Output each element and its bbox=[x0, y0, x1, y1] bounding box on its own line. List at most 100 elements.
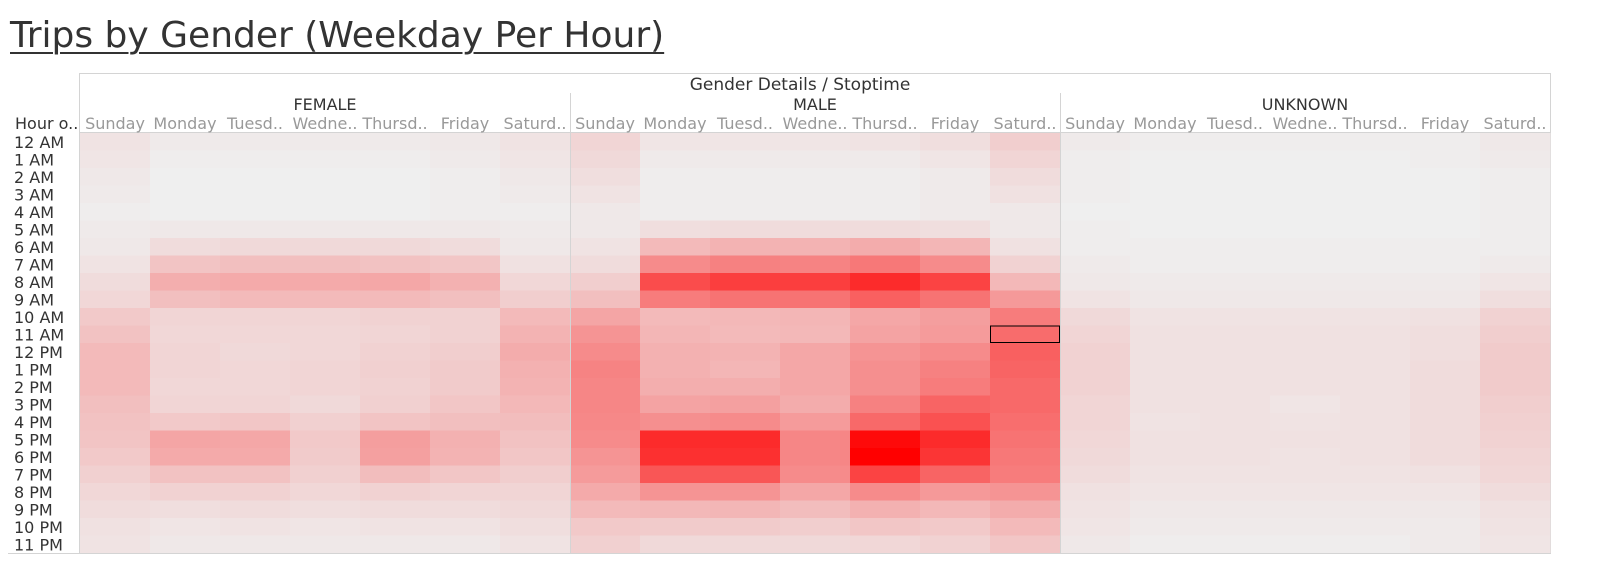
heatmap-cell-unknown-friday-2-am bbox=[1410, 168, 1481, 186]
hour-label-1-pm: 1 PM bbox=[14, 360, 53, 379]
heatmap-cell-unknown-friday-6-pm bbox=[1410, 448, 1481, 466]
heatmap-cell-male-thursd-10-am bbox=[850, 308, 921, 326]
hour-label-10-pm: 10 PM bbox=[14, 518, 63, 537]
heatmap-cell-male-tuesd-4-pm bbox=[710, 413, 781, 431]
heatmap-cell-unknown-wedne-6-pm bbox=[1270, 448, 1341, 466]
heatmap-cell-female-wedne-4-pm bbox=[290, 413, 361, 431]
hour-label-12-am: 12 AM bbox=[14, 133, 64, 152]
heatmap-cell-male-sunday-10-pm bbox=[570, 518, 641, 536]
heatmap-cell-male-tuesd-10-pm bbox=[710, 518, 781, 536]
heatmap-cell-female-monday-12-pm bbox=[150, 343, 221, 361]
heatmap-cell-unknown-thursd-9-pm bbox=[1340, 500, 1411, 519]
heatmap-cell-female-monday-5-am bbox=[150, 220, 221, 239]
day-label-unknown-friday: Friday bbox=[1421, 114, 1470, 133]
heatmap-cell-unknown-thursd-1-pm bbox=[1340, 360, 1411, 379]
heatmap-cell-female-tuesd-10-am bbox=[220, 308, 291, 326]
heatmap-cell-unknown-thursd-9-am bbox=[1340, 290, 1411, 309]
heatmap-cell-female-saturd-1-pm bbox=[500, 360, 571, 379]
heatmap-cell-female-wedne-5-pm bbox=[290, 430, 361, 449]
heatmap-cell-male-sunday-4-am bbox=[570, 203, 641, 221]
heatmap-cell-female-thursd-5-pm bbox=[360, 430, 431, 449]
heatmap-cell-unknown-tuesd-6-am bbox=[1200, 238, 1271, 256]
heatmap-cell-unknown-wedne-2-am bbox=[1270, 168, 1341, 186]
day-label-unknown-monday: Monday bbox=[1133, 114, 1196, 133]
heatmap-gridlines bbox=[8, 93, 1551, 554]
heatmap-cell-unknown-wedne-9-am bbox=[1270, 290, 1341, 309]
heatmap-cell-male-wedne-12-pm bbox=[780, 343, 851, 361]
heatmap-cell-male-friday-8-am bbox=[920, 273, 991, 291]
heatmap-cell-male-thursd-6-am bbox=[850, 238, 921, 256]
heatmap-cell-unknown-saturd-10-am bbox=[1480, 308, 1551, 326]
heatmap-cell-female-sunday-1-am bbox=[80, 150, 151, 169]
day-label-female-friday: Friday bbox=[441, 114, 490, 133]
heatmap-cell-male-sunday-8-am bbox=[570, 273, 641, 291]
heatmap-cell-male-thursd-2-am bbox=[850, 168, 921, 186]
heatmap-cell-unknown-friday-10-pm bbox=[1410, 518, 1481, 536]
heatmap-cell-male-friday-2-am bbox=[920, 168, 991, 186]
heatmap-cell-unknown-tuesd-8-pm bbox=[1200, 483, 1271, 501]
heatmap-cell-male-friday-7-am bbox=[920, 255, 991, 274]
hour-label-8-pm: 8 PM bbox=[14, 483, 53, 502]
heatmap-cell-female-thursd-1-am bbox=[360, 150, 431, 169]
heatmap-cell-male-monday-5-am bbox=[640, 220, 711, 239]
column-header: Gender Details / Stoptime bbox=[690, 75, 911, 95]
heatmap-cell-unknown-sunday-4-pm bbox=[1060, 413, 1131, 431]
hour-label-5-pm: 5 PM bbox=[14, 430, 53, 449]
heatmap-cell-unknown-tuesd-9-pm bbox=[1200, 500, 1271, 519]
heatmap-cell-male-saturd-2-am bbox=[990, 168, 1061, 186]
heatmap-cell-unknown-thursd-8-am bbox=[1340, 273, 1411, 291]
heatmap-cell-female-thursd-6-pm bbox=[360, 448, 431, 466]
heatmap-cell-unknown-wedne-7-am bbox=[1270, 255, 1341, 274]
heatmap-cell-unknown-monday-3-am bbox=[1130, 185, 1201, 204]
heatmap-cell-female-friday-5-pm bbox=[430, 430, 501, 449]
heatmap-cell-unknown-sunday-7-pm bbox=[1060, 465, 1131, 484]
day-label-male-friday: Friday bbox=[931, 114, 980, 133]
heatmap-cell-female-friday-1-pm bbox=[430, 360, 501, 379]
heatmap-cell-male-thursd-4-pm bbox=[850, 413, 921, 431]
heatmap-cell-male-thursd-5-pm bbox=[850, 430, 921, 449]
heatmap-cell-male-wedne-8-am bbox=[780, 273, 851, 291]
heatmap-cell-unknown-friday-7-am bbox=[1410, 255, 1481, 274]
day-label-female-monday: Monday bbox=[153, 114, 216, 133]
heatmap-cell-male-monday-11-am bbox=[640, 325, 711, 344]
heatmap-cell-female-sunday-6-pm bbox=[80, 448, 151, 466]
heatmap-cell-male-wedne-4-pm bbox=[780, 413, 851, 431]
heatmap-cell-female-wedne-8-am bbox=[290, 273, 361, 291]
heatmap-cell-male-thursd-10-pm bbox=[850, 518, 921, 536]
heatmap-cell-female-friday-11-am bbox=[430, 325, 501, 344]
heatmap-cell-unknown-saturd-9-pm bbox=[1480, 500, 1551, 519]
heatmap-cell-female-saturd-8-am bbox=[500, 273, 571, 291]
heatmap-cell-male-wedne-4-am bbox=[780, 203, 851, 221]
heatmap-cell-female-wedne-4-am bbox=[290, 203, 361, 221]
heatmap-cell-female-friday-8-pm bbox=[430, 483, 501, 501]
heatmap-cell-male-wedne-10-pm bbox=[780, 518, 851, 536]
heatmap-cell-male-sunday-2-am bbox=[570, 168, 641, 186]
heatmap-cell-female-tuesd-2-am bbox=[220, 168, 291, 186]
selected-cell-outline bbox=[990, 325, 1060, 343]
heatmap-cell-unknown-wedne-4-pm bbox=[1270, 413, 1341, 431]
heatmap-cell-unknown-sunday-9-am bbox=[1060, 290, 1131, 309]
heatmap-cell-male-thursd-3-pm bbox=[850, 395, 921, 414]
heatmap-cell-female-thursd-3-pm bbox=[360, 395, 431, 414]
heatmap-cell-female-monday-3-pm bbox=[150, 395, 221, 414]
heatmap-cell-male-saturd-9-pm bbox=[990, 500, 1061, 519]
heatmap-cell-female-sunday-10-pm bbox=[80, 518, 151, 536]
heatmap-cell-female-sunday-10-am bbox=[80, 308, 151, 326]
heatmap-cell-unknown-wedne-10-am bbox=[1270, 308, 1341, 326]
heatmap-cell-female-wedne-8-pm bbox=[290, 483, 361, 501]
heatmap-cell-male-monday-10-am bbox=[640, 308, 711, 326]
heatmap-cell-male-wedne-5-pm bbox=[780, 430, 851, 449]
heatmap-cell-male-friday-8-pm bbox=[920, 483, 991, 501]
heatmap-cell-female-monday-8-pm bbox=[150, 483, 221, 501]
heatmap-cell-female-thursd-2-pm bbox=[360, 378, 431, 396]
heatmap-cell-female-thursd-8-pm bbox=[360, 483, 431, 501]
heatmap-cell-male-wedne-6-pm bbox=[780, 448, 851, 466]
heatmap-cell-unknown-tuesd-4-pm bbox=[1200, 413, 1271, 431]
heatmap-cell-unknown-wedne-11-pm bbox=[1270, 535, 1341, 554]
heatmap-cell-male-saturd-7-pm bbox=[990, 465, 1061, 484]
heatmap-cell-male-tuesd-2-am bbox=[710, 168, 781, 186]
row-header: Hour o.. bbox=[15, 114, 78, 133]
hour-label-2-am: 2 AM bbox=[14, 168, 54, 187]
heatmap-cell-male-thursd-4-am bbox=[850, 203, 921, 221]
